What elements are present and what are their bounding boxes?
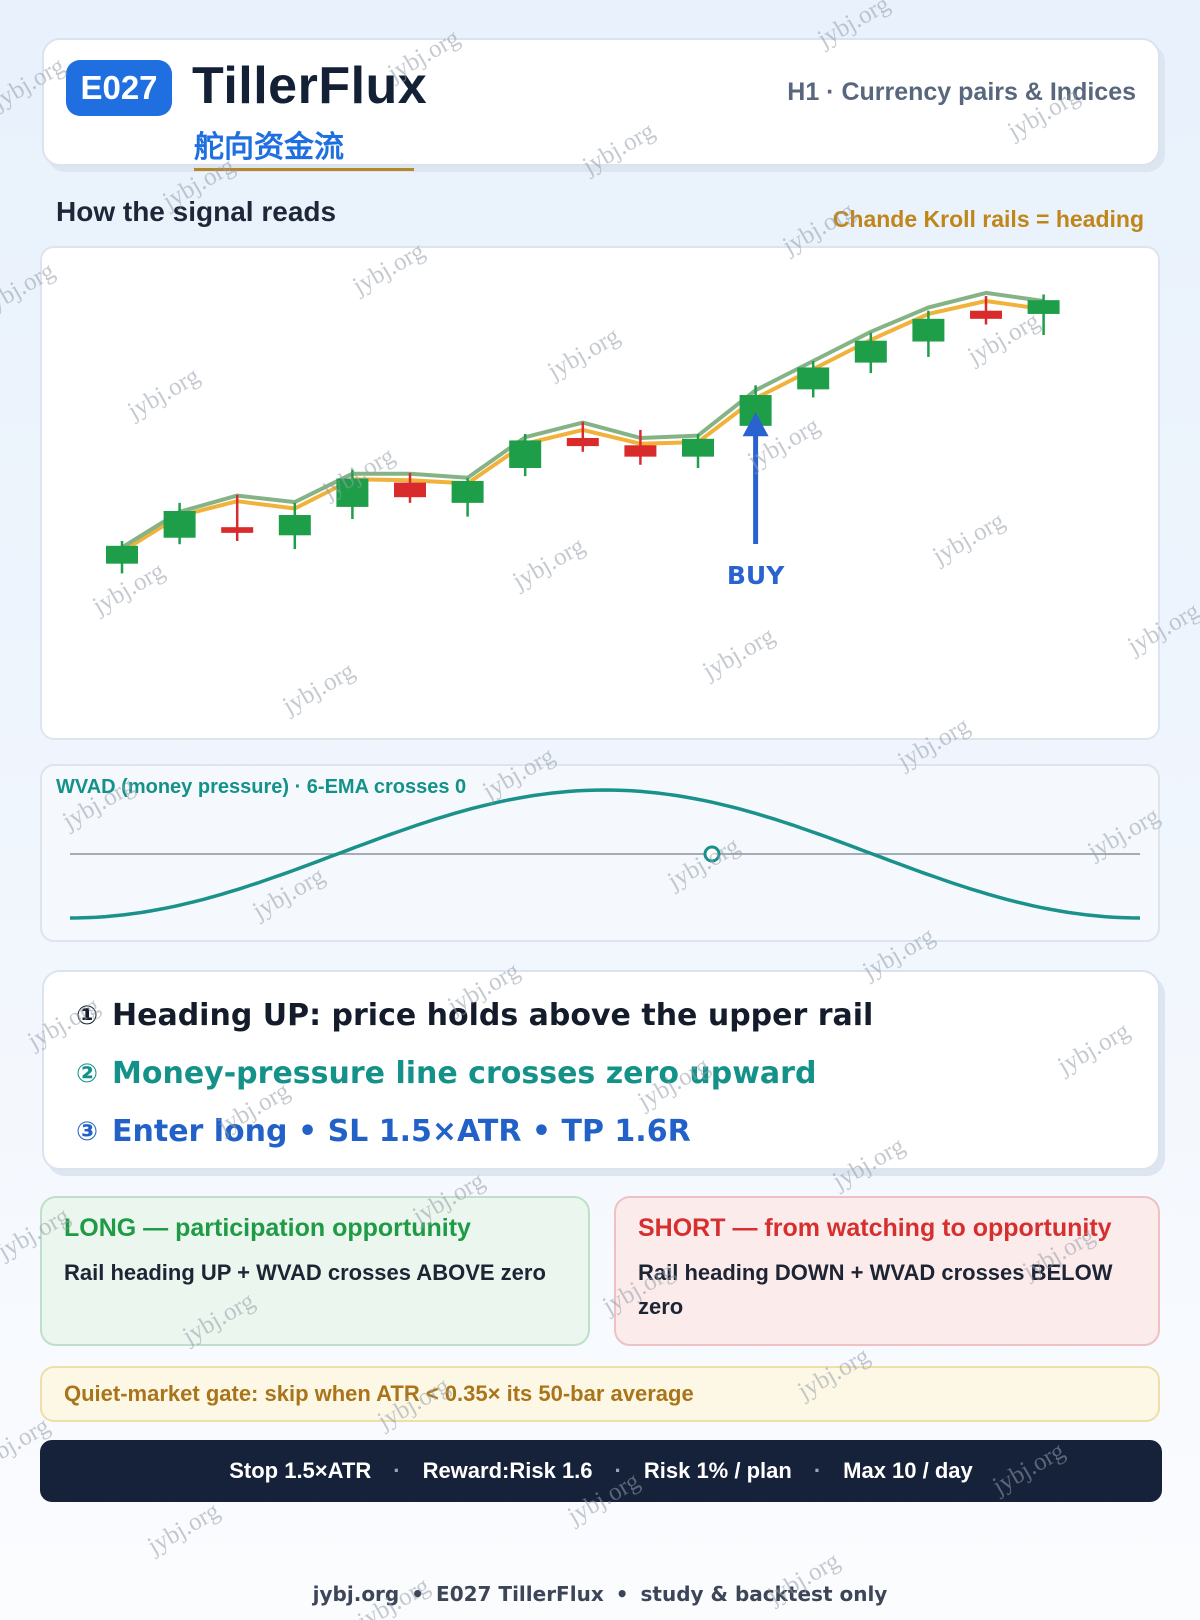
candle-body xyxy=(106,545,138,564)
buy-label: BUY xyxy=(727,561,785,590)
rule-3-text: Enter long • SL 1.5×ATR • TP 1.6R xyxy=(112,1114,691,1149)
candle-body xyxy=(1027,300,1060,314)
strategy-code-badge: E027 xyxy=(66,60,172,116)
candle-body xyxy=(278,515,311,536)
candle-body xyxy=(912,318,945,342)
watermark: jybj.org xyxy=(143,1497,225,1560)
section-title: How the signal reads xyxy=(56,196,337,227)
footer-site: jybj.org xyxy=(312,1582,400,1606)
wvad-cross-marker xyxy=(703,845,721,863)
long-title: LONG — participation opportunity xyxy=(64,1214,471,1242)
timeframe-markets: H1 · Currency pairs & Indices xyxy=(787,78,1136,106)
candle-body xyxy=(451,480,484,503)
rule-3-number: ③ xyxy=(75,1116,98,1147)
param-max-trades: Max 10 / day xyxy=(843,1458,973,1483)
header-card: E027 TillerFlux 舵向资金流 H1 · Currency pair… xyxy=(42,38,1160,171)
wvad-line xyxy=(69,788,1141,920)
footer-item: E027 TillerFlux xyxy=(436,1582,604,1606)
candle-body xyxy=(163,510,196,538)
rule-3: ③ Enter long • SL 1.5×ATR • TP 1.6R xyxy=(72,1114,691,1149)
rule-1-number: ① xyxy=(75,1000,98,1031)
price-chart: BUY xyxy=(106,290,1060,590)
separator-dot: · xyxy=(614,1458,622,1483)
long-card: LONG — participation opportunity Rail he… xyxy=(40,1196,590,1346)
candle-body xyxy=(682,438,714,457)
footer-note: study & backtest only xyxy=(640,1582,888,1606)
quiet-market-gate: Quiet-market gate: skip when ATR < 0.35×… xyxy=(40,1366,1160,1422)
rule-1-text: Heading UP: price holds above the upper … xyxy=(112,998,874,1033)
candle-body xyxy=(566,438,599,447)
candle-body xyxy=(854,340,887,363)
param-stop: Stop 1.5×ATR xyxy=(229,1458,372,1483)
candle-body xyxy=(394,482,426,498)
buy-arrow-head xyxy=(742,412,769,437)
rule-2: ② Money-pressure line crosses zero upwar… xyxy=(72,1056,816,1091)
candle-body xyxy=(221,527,254,533)
candle-body xyxy=(509,440,542,468)
candle-body xyxy=(797,367,830,390)
rules-card: ① Heading UP: price holds above the uppe… xyxy=(42,970,1160,1170)
candle-body xyxy=(336,478,369,507)
strategy-subtitle-cn: 舵向资金流 xyxy=(194,122,414,171)
rule-2-number: ② xyxy=(75,1058,98,1089)
rule-1: ① Heading UP: price holds above the uppe… xyxy=(72,998,873,1033)
long-body: Rail heading UP + WVAD crosses ABOVE zer… xyxy=(64,1260,546,1285)
rails-note: Chande Kroll rails = heading xyxy=(832,206,1144,232)
param-reward-risk: Reward:Risk 1.6 xyxy=(422,1458,593,1483)
candle-body xyxy=(970,310,1002,319)
rail-upper-line xyxy=(120,290,1044,550)
separator-dot: • xyxy=(615,1582,629,1606)
wvad-label: WVAD (money pressure) · 6-EMA crosses 0 xyxy=(56,776,467,798)
short-card: SHORT — from watching to opportunity Rai… xyxy=(614,1196,1160,1346)
wvad-panel: WVAD (money pressure) · 6-EMA crosses 0 xyxy=(40,764,1160,942)
separator-dot: · xyxy=(393,1458,401,1483)
strategy-title: TillerFlux xyxy=(192,57,428,115)
candle-body xyxy=(624,445,657,457)
short-title: SHORT — from watching to opportunity xyxy=(638,1214,1112,1242)
separator-dot: • xyxy=(411,1582,425,1606)
short-body: Rail heading DOWN + WVAD crosses BELOW z… xyxy=(638,1260,1113,1319)
footer: jybj.org • E027 TillerFlux • study & backtes… xyxy=(0,1582,1200,1606)
price-chart-panel: BUY xyxy=(40,246,1160,740)
wvad-chart xyxy=(69,788,1141,920)
param-risk: Risk 1% / plan xyxy=(643,1458,792,1483)
rule-2-text: Money-pressure line crosses zero upward xyxy=(112,1056,817,1091)
parameter-bar: Stop 1.5×ATR · Reward:Risk 1.6 · Risk 1%… xyxy=(40,1440,1162,1502)
separator-dot: · xyxy=(813,1458,822,1483)
